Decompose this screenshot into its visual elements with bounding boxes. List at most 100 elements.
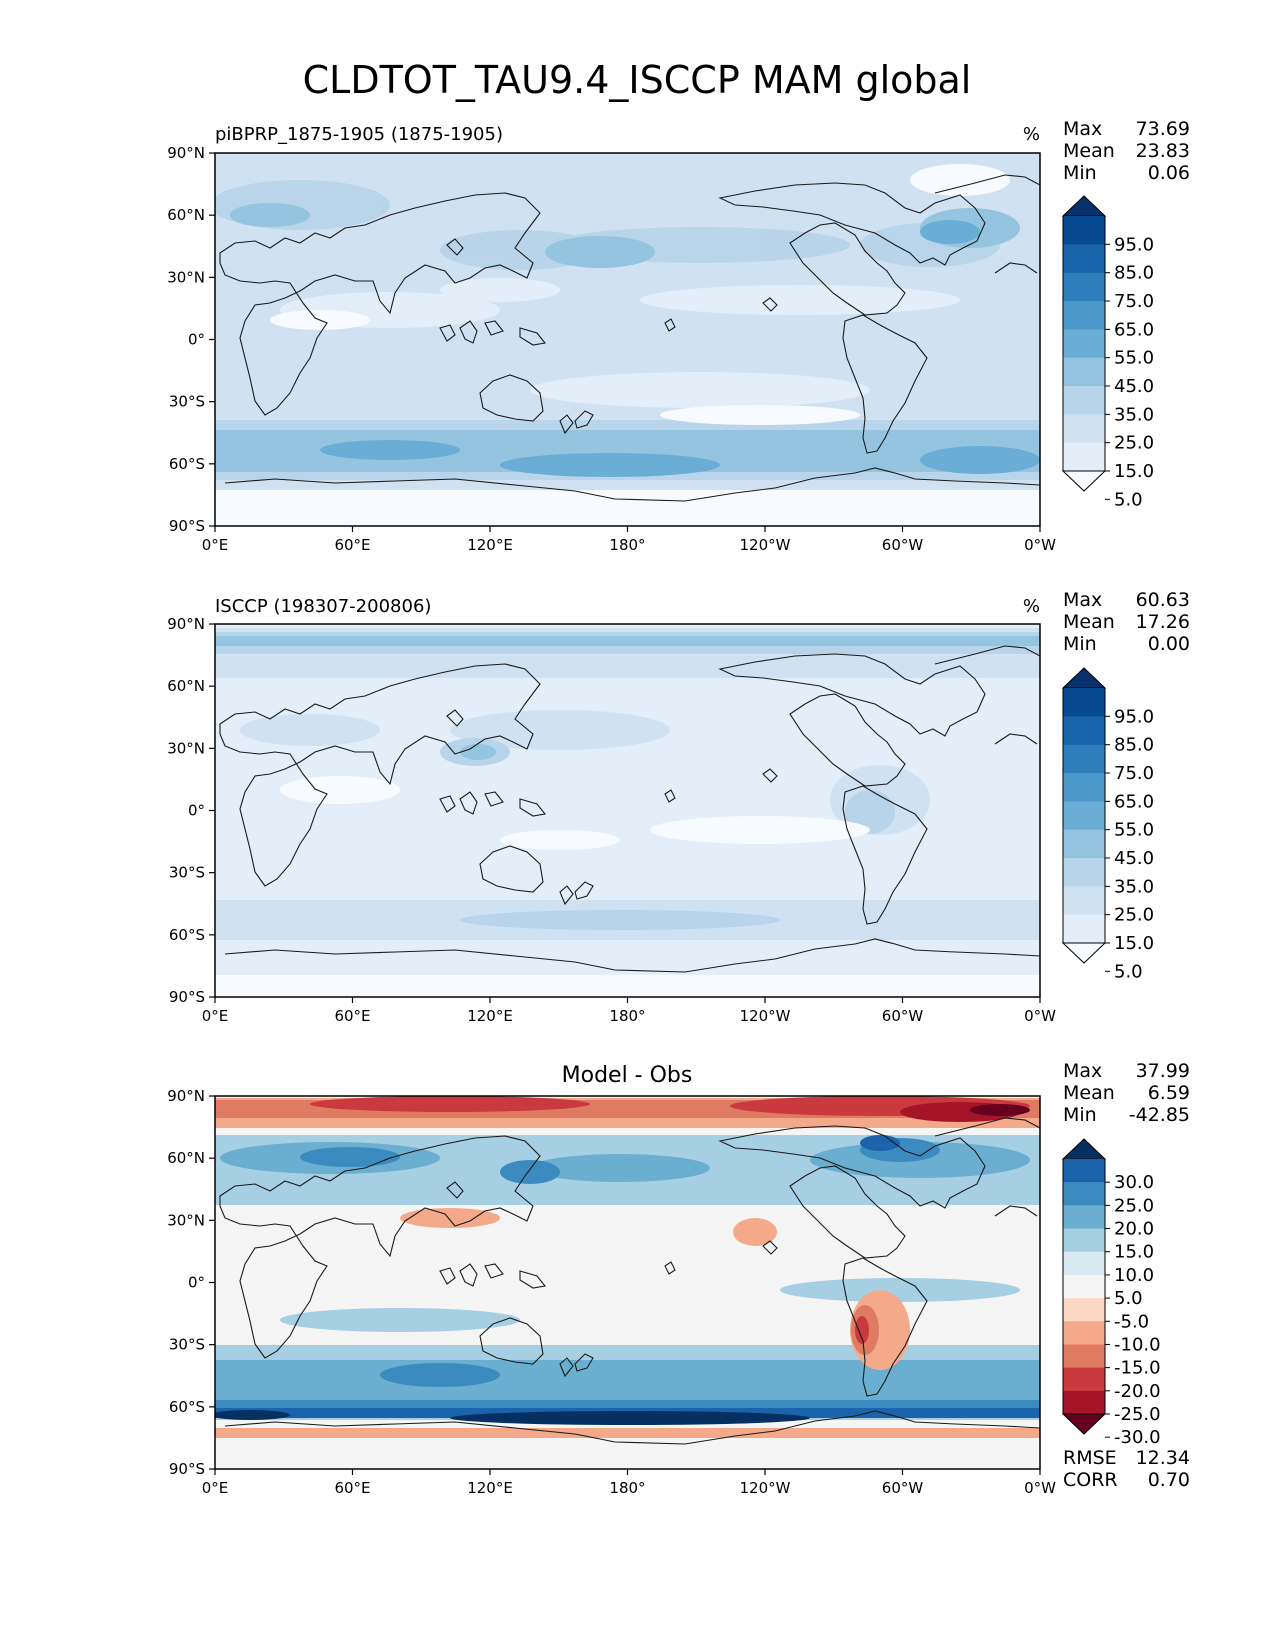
metric-label-corr: CORR — [1063, 1469, 1118, 1491]
colorbars: 95.085.075.065.055.045.035.025.015.05.09… — [1061, 195, 1161, 1448]
colorbar-label: 5.0 — [1114, 489, 1143, 510]
colorbar-extend-bottom — [1061, 1413, 1107, 1435]
colorbar-label: -10.0 — [1114, 1334, 1161, 1355]
stat-value-min: 0.00 — [1148, 633, 1190, 655]
colorbar-band — [1063, 414, 1105, 444]
colorbar-label: 15.0 — [1114, 933, 1154, 954]
colorbar-label: -15.0 — [1114, 1358, 1161, 1379]
colorbar-extend-top — [1061, 667, 1107, 689]
x-tick-label: 60°E — [334, 1479, 370, 1497]
colorbar: 30.025.0 20.015.010.05.0-5.0-10.0 -15.0-20… — [1061, 1138, 1161, 1448]
colorbar-label: 85.0 — [1114, 735, 1154, 756]
y-tick-label: 30°S — [169, 393, 205, 411]
colorbar-label: 65.0 — [1114, 319, 1154, 340]
metric-label-rmse: RMSE — [1063, 1447, 1117, 1469]
panel-center-title: Model - Obs — [562, 1063, 693, 1088]
colorbar-extend-bottom — [1061, 942, 1107, 964]
colorbar-band — [1063, 1182, 1105, 1206]
stat-value-min: 0.06 — [1148, 162, 1190, 184]
colorbar-band — [1063, 301, 1105, 330]
colorbar-band — [1063, 744, 1105, 774]
colorbar-label: 65.0 — [1114, 791, 1154, 812]
colorbar-label: -25.0 — [1114, 1404, 1161, 1425]
colorbar-label: 95.0 — [1114, 706, 1154, 727]
panel-left-title: ISCCP (198307-200806) — [215, 596, 431, 617]
colorbar-label: -30.0 — [1114, 1427, 1161, 1448]
colorbar-band — [1063, 886, 1105, 916]
colorbar: 95.0 85.0 75.0 65.0 55.0 45.0 35.0 25.0 15.0 5.0 — [1061, 667, 1154, 982]
panel-obs: ISCCP (198307-200806) % — [214, 589, 1190, 998]
colorbar-label: 45.0 — [1114, 376, 1154, 397]
stat-label-max: Max — [1063, 118, 1102, 140]
axis-ticks: 0°E 60°E 120°E 180° 120°W 60°W 0°W 90°N 60°N 30°N… — [167, 1087, 1056, 1497]
x-tick-label: 180° — [609, 1479, 645, 1497]
colorbar-label: 55.0 — [1114, 820, 1154, 841]
x-tick-label: 60°W — [882, 536, 924, 554]
colorbar-label: 75.0 — [1114, 763, 1154, 784]
colorbar-band — [1063, 272, 1105, 302]
colorbar-label: 25.0 — [1114, 1195, 1154, 1216]
colorbar-label: 25.0 — [1114, 433, 1154, 454]
stat-label-min: Min — [1063, 633, 1097, 655]
stats-block: Max 60.63 Mean 17.26 Min 0.00 — [1063, 589, 1190, 655]
colorbar-band — [1063, 329, 1105, 359]
colorbar-label: 5.0 — [1114, 961, 1143, 982]
colorbar-label: 5.0 — [1114, 1288, 1143, 1309]
stat-label-mean: Mean — [1063, 611, 1115, 633]
y-tick-label: 60°S — [169, 1398, 205, 1416]
y-tick-label: 30°N — [167, 268, 205, 286]
stats-block: Max 37.99 Mean 6.59 Min -42.85 — [1063, 1060, 1190, 1126]
stat-value-min: -42.85 — [1129, 1104, 1190, 1126]
y-tick-label: 60°N — [167, 1149, 205, 1167]
colorbar-band — [1063, 688, 1105, 717]
colorbar-label: 35.0 — [1114, 876, 1154, 897]
colorbar-band — [1063, 858, 1105, 887]
x-tick-label: 120°W — [740, 1479, 791, 1497]
stat-label-max: Max — [1063, 589, 1102, 611]
colorbar-outline — [1062, 216, 1106, 471]
metrics-block: RMSE 12.34 CORR 0.70 — [1063, 1447, 1190, 1491]
axes-layer: 0°E 60°E 120°E 180° 120°W 60°W 0°W 90°N 60°N 30°N… — [167, 144, 1056, 1497]
x-tick-label: 180° — [609, 1007, 645, 1025]
axis-ticks: 0°E 60°E 120°E 180° 120°W 60°W 0°W 90°N 60°N 30°N… — [167, 615, 1056, 1025]
stat-value-max: 37.99 — [1136, 1060, 1190, 1082]
colorbar-label: 55.0 — [1114, 348, 1154, 369]
colorbar-band — [1063, 1344, 1105, 1369]
colorbar-band — [1063, 716, 1105, 746]
stat-value-mean: 17.26 — [1136, 611, 1190, 633]
stat-value-mean: 23.83 — [1136, 140, 1190, 162]
metric-value-rmse: 12.34 — [1136, 1447, 1190, 1469]
colorbar-band — [1063, 442, 1105, 472]
y-tick-label: 30°N — [167, 739, 205, 757]
colorbar-label: -5.0 — [1114, 1311, 1149, 1332]
colorbar-band — [1063, 386, 1105, 415]
y-tick-label: 0° — [188, 802, 205, 820]
stat-value-max: 60.63 — [1136, 589, 1190, 611]
colorbar-label: 25.0 — [1114, 905, 1154, 926]
colorbar-label: 20.0 — [1114, 1219, 1154, 1240]
colorbar-band — [1063, 1228, 1105, 1253]
y-tick-label: 60°S — [169, 926, 205, 944]
y-tick-label: 30°N — [167, 1211, 205, 1229]
map-field — [215, 153, 1040, 526]
colorbar-band — [1063, 1298, 1105, 1322]
panel-left-title: piBPRP_1875-1905 (1875-1905) — [215, 124, 503, 145]
axis-ticks: 0°E 60°E 120°E 180° 120°W 60°W 0°W 90°N 60°N 30°N… — [167, 144, 1056, 554]
colorbar-band — [1063, 357, 1105, 387]
y-tick-label: 90°N — [167, 144, 205, 162]
x-tick-label: 180° — [609, 536, 645, 554]
stat-value-mean: 6.59 — [1148, 1082, 1190, 1104]
colorbar-label: 45.0 — [1114, 848, 1154, 869]
colorbar-label: -20.0 — [1114, 1381, 1161, 1402]
panel-units: % — [1023, 124, 1040, 145]
x-tick-label: 120°E — [467, 536, 513, 554]
y-tick-label: 90°S — [169, 517, 205, 535]
x-tick-label: 60°E — [334, 1007, 370, 1025]
colorbar-label: 85.0 — [1114, 263, 1154, 284]
panel-units: % — [1023, 596, 1040, 617]
colorbar-band — [1063, 1274, 1105, 1299]
panel-diff: Model - Obs — [214, 1060, 1190, 1491]
y-tick-label: 60°N — [167, 677, 205, 695]
map-field — [215, 1096, 1040, 1469]
y-tick-label: 60°S — [169, 455, 205, 473]
